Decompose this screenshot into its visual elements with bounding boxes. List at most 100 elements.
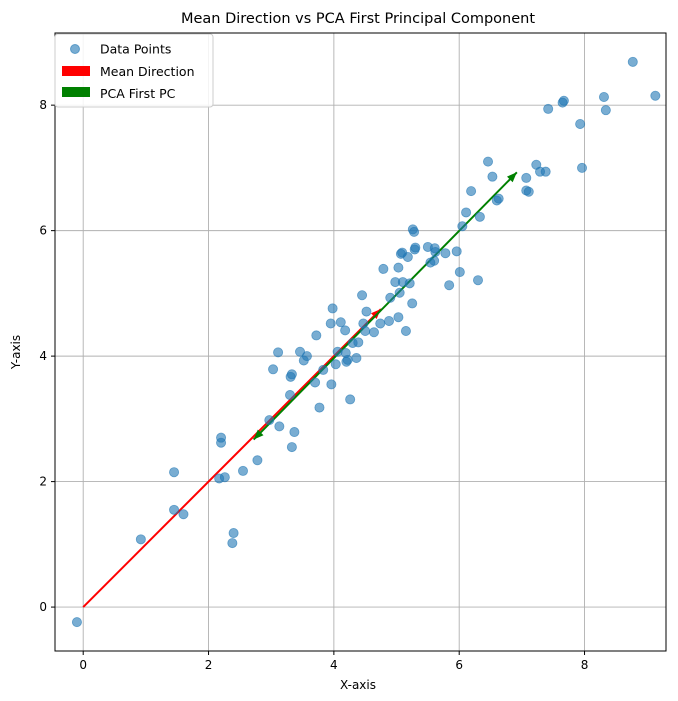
legend-pca-swatch [62, 87, 90, 97]
data-point [558, 95, 569, 106]
data-point [540, 166, 551, 177]
data-point [332, 346, 343, 357]
axis-ticks: 0 2 4 6 8 0 2 4 6 8 [39, 98, 588, 672]
data-point [274, 421, 285, 432]
data-point [407, 298, 418, 309]
y-tick-label: 2 [39, 475, 47, 489]
data-point [404, 278, 415, 289]
data-point [135, 534, 146, 545]
data-point [178, 509, 189, 520]
data-point [487, 171, 498, 182]
x-axis-label: X-axis [340, 678, 376, 692]
legend-pca-label: PCA First PC [100, 86, 176, 101]
data-point [393, 262, 404, 273]
data-point [318, 364, 329, 375]
data-point [289, 427, 300, 438]
legend-mean-direction-swatch [62, 66, 90, 76]
data-point [543, 103, 554, 114]
data-point [284, 390, 295, 401]
data-point [361, 306, 372, 317]
data-point [264, 415, 275, 426]
data-point [286, 442, 297, 453]
data-point [345, 394, 356, 405]
data-point [169, 504, 180, 515]
data-point [252, 455, 263, 466]
x-tick-label: 8 [581, 658, 589, 672]
data-point [393, 312, 404, 323]
y-tick-label: 8 [39, 98, 47, 112]
data-point [384, 315, 395, 326]
data-point [410, 242, 421, 253]
data-point [483, 156, 494, 167]
data-point [353, 337, 364, 348]
data-point [600, 105, 611, 116]
data-point [375, 318, 386, 329]
x-tick-label: 6 [455, 658, 463, 672]
pca-arrowhead-start [253, 429, 264, 440]
data-point [326, 379, 337, 390]
data-point [351, 352, 362, 363]
data-point [457, 221, 468, 232]
data-point [310, 377, 321, 388]
data-point [627, 56, 638, 67]
data-point [650, 90, 661, 101]
data-point [402, 251, 413, 262]
data-point [521, 172, 532, 183]
data-point [378, 263, 389, 274]
data-point [301, 351, 312, 362]
data-point [342, 354, 353, 365]
y-tick-label: 0 [39, 600, 47, 614]
data-point [340, 325, 351, 336]
data-point [598, 91, 609, 102]
data-point [451, 246, 462, 257]
data-point [461, 207, 472, 218]
data-point [325, 318, 336, 329]
data-point [237, 465, 248, 476]
y-axis-label: Y-axis [9, 335, 23, 370]
data-point [444, 280, 455, 291]
data-point [429, 243, 440, 254]
data-point [330, 359, 341, 370]
data-point [357, 290, 368, 301]
x-tick-label: 4 [330, 658, 338, 672]
y-tick-label: 4 [39, 349, 47, 363]
legend-data-points-label: Data Points [100, 42, 171, 57]
legend: Data Points Mean Direction PCA First PC [54, 33, 214, 108]
data-point [429, 255, 440, 266]
data-point [493, 193, 504, 204]
data-point [474, 211, 485, 222]
legend-mean-direction-label: Mean Direction [100, 64, 195, 79]
data-point [227, 538, 238, 549]
chart-title: Mean Direction vs PCA First Principal Co… [181, 11, 535, 27]
x-tick-label: 0 [79, 658, 87, 672]
data-points [71, 56, 661, 628]
pca-first-pc-arrow [252, 171, 518, 441]
pca-line [252, 171, 518, 441]
data-point [368, 327, 379, 338]
data-point [219, 472, 230, 483]
data-point [311, 330, 322, 341]
x-tick-label: 2 [205, 658, 213, 672]
data-point [523, 186, 534, 197]
data-point [400, 326, 411, 337]
data-point [454, 267, 465, 278]
legend-data-points-marker [70, 44, 80, 54]
mean-direction-line [82, 308, 382, 608]
y-tick-label: 6 [39, 224, 47, 238]
data-point [360, 326, 371, 337]
data-point [385, 292, 396, 303]
data-point [327, 303, 338, 314]
legend-box [54, 33, 214, 108]
data-point [228, 528, 239, 539]
data-point [577, 162, 588, 173]
data-point [575, 118, 586, 129]
data-point [335, 317, 346, 328]
data-point [268, 364, 279, 375]
data-point [394, 287, 405, 298]
data-point [314, 402, 325, 413]
data-point [71, 617, 82, 628]
data-point [169, 467, 180, 478]
pca-arrowhead-end [506, 172, 517, 183]
data-point [286, 369, 297, 380]
